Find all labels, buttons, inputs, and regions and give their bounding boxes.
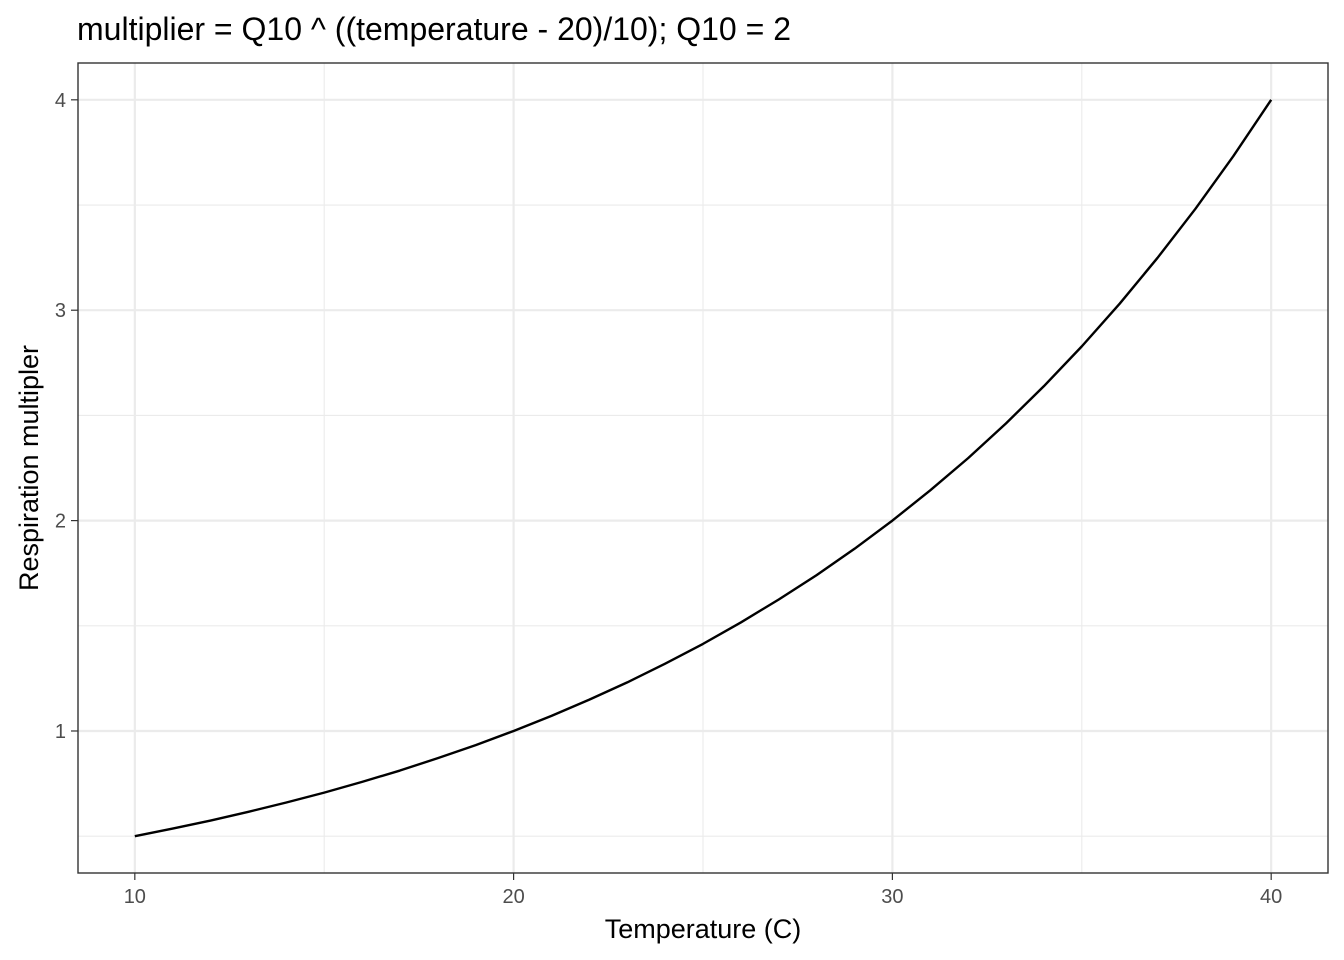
x-tick-label: 30 bbox=[881, 886, 903, 908]
x-axis-title: Temperature (C) bbox=[605, 914, 802, 944]
x-axis: 10 20 30 40 bbox=[124, 873, 1282, 908]
series-layer bbox=[134, 99, 1273, 838]
y-axis: 1 2 3 4 bbox=[55, 90, 78, 743]
plot-panel-border bbox=[77, 62, 1329, 874]
x-tick-label: 40 bbox=[1260, 886, 1282, 908]
x-tick-label: 20 bbox=[502, 886, 524, 908]
x-tick-label: 10 bbox=[124, 886, 146, 908]
y-tick-label: 4 bbox=[55, 90, 66, 112]
y-tick-label: 2 bbox=[55, 511, 66, 533]
y-tick-label: 1 bbox=[55, 721, 66, 743]
minor-gridlines bbox=[78, 63, 1328, 873]
y-tick-label: 3 bbox=[55, 300, 66, 322]
chart-title: multiplier = Q10 ^ ((temperature - 20)/1… bbox=[77, 11, 791, 47]
major-gridlines bbox=[78, 63, 1328, 873]
y-axis-title: Respiration multipler bbox=[14, 345, 44, 591]
series-line bbox=[134, 99, 1273, 838]
